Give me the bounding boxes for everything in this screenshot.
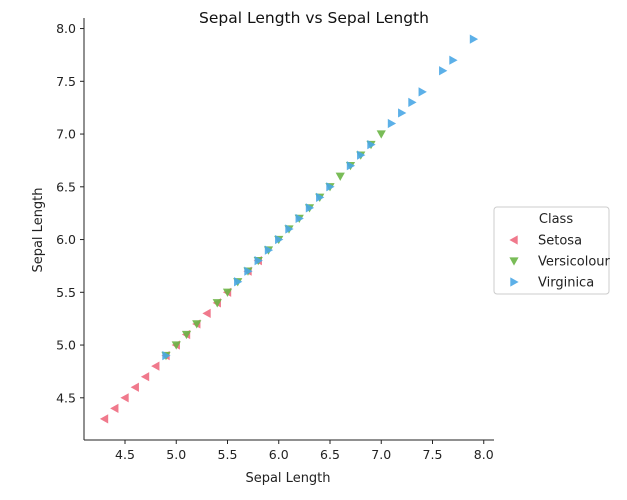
y-tick-label: 7.0 <box>56 127 76 142</box>
legend: Class Setosa Versicolour Virginica <box>493 206 611 295</box>
point-virginica <box>264 245 274 255</box>
point-virginica <box>398 108 407 118</box>
point-versicolour <box>212 299 222 308</box>
x-tick-label: 7.5 <box>423 447 443 462</box>
legend-label-setosa: Setosa <box>538 234 582 249</box>
x-tick-label: 6.0 <box>269 447 289 462</box>
x-axis-label: Sepal Length <box>245 471 330 486</box>
point-versicolour <box>181 330 192 340</box>
x-tick-label: 5.0 <box>166 447 186 462</box>
point-setosa <box>99 414 109 424</box>
point-versicolour <box>335 172 345 181</box>
x-tick-label: 6.5 <box>320 447 340 462</box>
data-points <box>99 34 479 424</box>
point-virginica <box>469 34 479 44</box>
x-tick-label: 5.5 <box>218 447 238 462</box>
point-setosa <box>110 403 119 413</box>
point-virginica <box>439 66 448 76</box>
y-tick-label: 5.5 <box>56 285 76 300</box>
point-versicolour <box>376 130 386 139</box>
point-virginica <box>346 161 356 171</box>
y-tick-label: 7.5 <box>56 74 76 89</box>
point-setosa <box>120 393 129 403</box>
point-versicolour <box>222 288 233 297</box>
point-versicolour <box>192 320 202 329</box>
axes: 4.5 5.0 5.5 6.0 6.5 7.0 7.5 8.0 4.5 5.0 5.5 6.0 6.5 7… <box>56 18 494 462</box>
legend-frame <box>493 206 610 295</box>
point-virginica <box>234 277 243 287</box>
point-virginica <box>275 234 284 245</box>
point-setosa <box>130 382 139 392</box>
x-tick-label: 4.5 <box>115 447 135 462</box>
chart-title: Sepal Length vs Sepal Length <box>199 9 429 27</box>
point-virginica <box>285 224 294 234</box>
legend-label-virginica: Virginica <box>538 276 594 291</box>
point-virginica <box>244 266 253 276</box>
legend-title: Class <box>539 212 573 227</box>
point-virginica <box>162 351 171 361</box>
y-tick-label: 6.0 <box>56 232 76 247</box>
point-setosa <box>140 372 150 382</box>
point-virginica <box>449 55 458 65</box>
legend-label-versicolour: Versicolour <box>538 255 611 270</box>
point-virginica <box>367 140 376 150</box>
legend-marker-virginica <box>510 277 519 287</box>
point-virginica <box>326 182 335 192</box>
y-tick-label: 6.5 <box>56 179 76 194</box>
x-tick-label: 7.0 <box>371 447 391 462</box>
y-tick-label: 4.5 <box>56 390 76 405</box>
point-virginica <box>295 213 304 224</box>
legend-marker-setosa <box>509 235 518 245</box>
point-virginica <box>408 97 417 107</box>
point-virginica <box>418 87 427 97</box>
y-tick-label: 8.0 <box>56 21 76 36</box>
point-virginica <box>387 118 397 129</box>
y-tick-label: 5.0 <box>56 338 76 353</box>
y-axis-label: Sepal Length <box>31 187 46 272</box>
point-virginica <box>254 256 263 266</box>
point-versicolour <box>171 341 181 350</box>
legend-marker-versicolour <box>509 257 519 266</box>
point-virginica <box>357 150 366 160</box>
point-virginica <box>305 203 315 213</box>
point-setosa <box>151 361 160 371</box>
point-virginica <box>316 192 325 202</box>
point-setosa <box>202 308 211 318</box>
x-tick-label: 8.0 <box>474 447 494 462</box>
